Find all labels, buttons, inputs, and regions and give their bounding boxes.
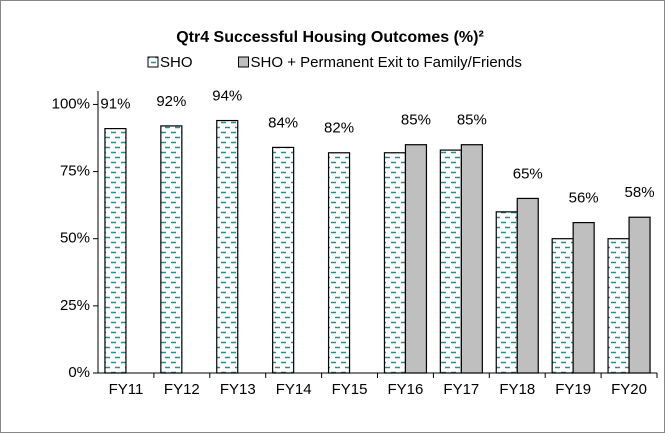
bar [460,144,483,374]
bar [516,197,539,374]
x-tick-label: FY20 [611,381,647,398]
bar [327,152,351,374]
data-label: 92% [156,93,186,110]
data-label: 91% [100,96,130,113]
x-tick-label: FY12 [164,381,200,398]
y-tick-label: 0% [68,364,90,381]
x-tick-label: FY18 [499,381,535,398]
chart-title: Qtr4 Successful Housing Outcomes (%)² [176,29,484,46]
bar [104,128,127,374]
x-tick-label: FY16 [388,381,424,398]
bar [272,146,295,374]
x-tick-label: FY14 [276,381,312,398]
y-tick-label: 75% [60,163,90,180]
bar [628,216,651,374]
data-label: 58% [625,184,655,201]
data-label: 82% [324,120,354,137]
data-label: 94% [212,88,242,105]
x-tick-label: FY17 [443,381,479,398]
x-tick-label: FY19 [555,381,591,398]
bar [551,238,574,374]
data-label: 85% [401,112,431,129]
bar [495,211,518,374]
legend-label: SHO [160,54,193,71]
x-tick-label: FY13 [220,381,256,398]
bar [404,144,428,374]
bar [572,222,595,374]
bar [216,119,239,374]
bar [607,238,630,374]
bar [383,152,407,374]
data-label: 65% [513,165,543,182]
bar [160,125,183,374]
data-label: 85% [457,112,487,129]
y-tick-label: 100% [52,95,90,112]
x-tick-label: FY15 [332,381,368,398]
legend-swatch [238,56,250,68]
legend-label: SHO + Permanent Exit to Family/Friends [251,54,522,71]
legend-swatch [147,56,159,68]
y-tick-label: 50% [60,230,90,247]
bar [439,149,462,374]
data-label: 84% [268,114,298,131]
data-label: 56% [569,190,599,207]
y-tick-label: 25% [60,297,90,314]
x-tick-label: FY11 [109,381,144,398]
